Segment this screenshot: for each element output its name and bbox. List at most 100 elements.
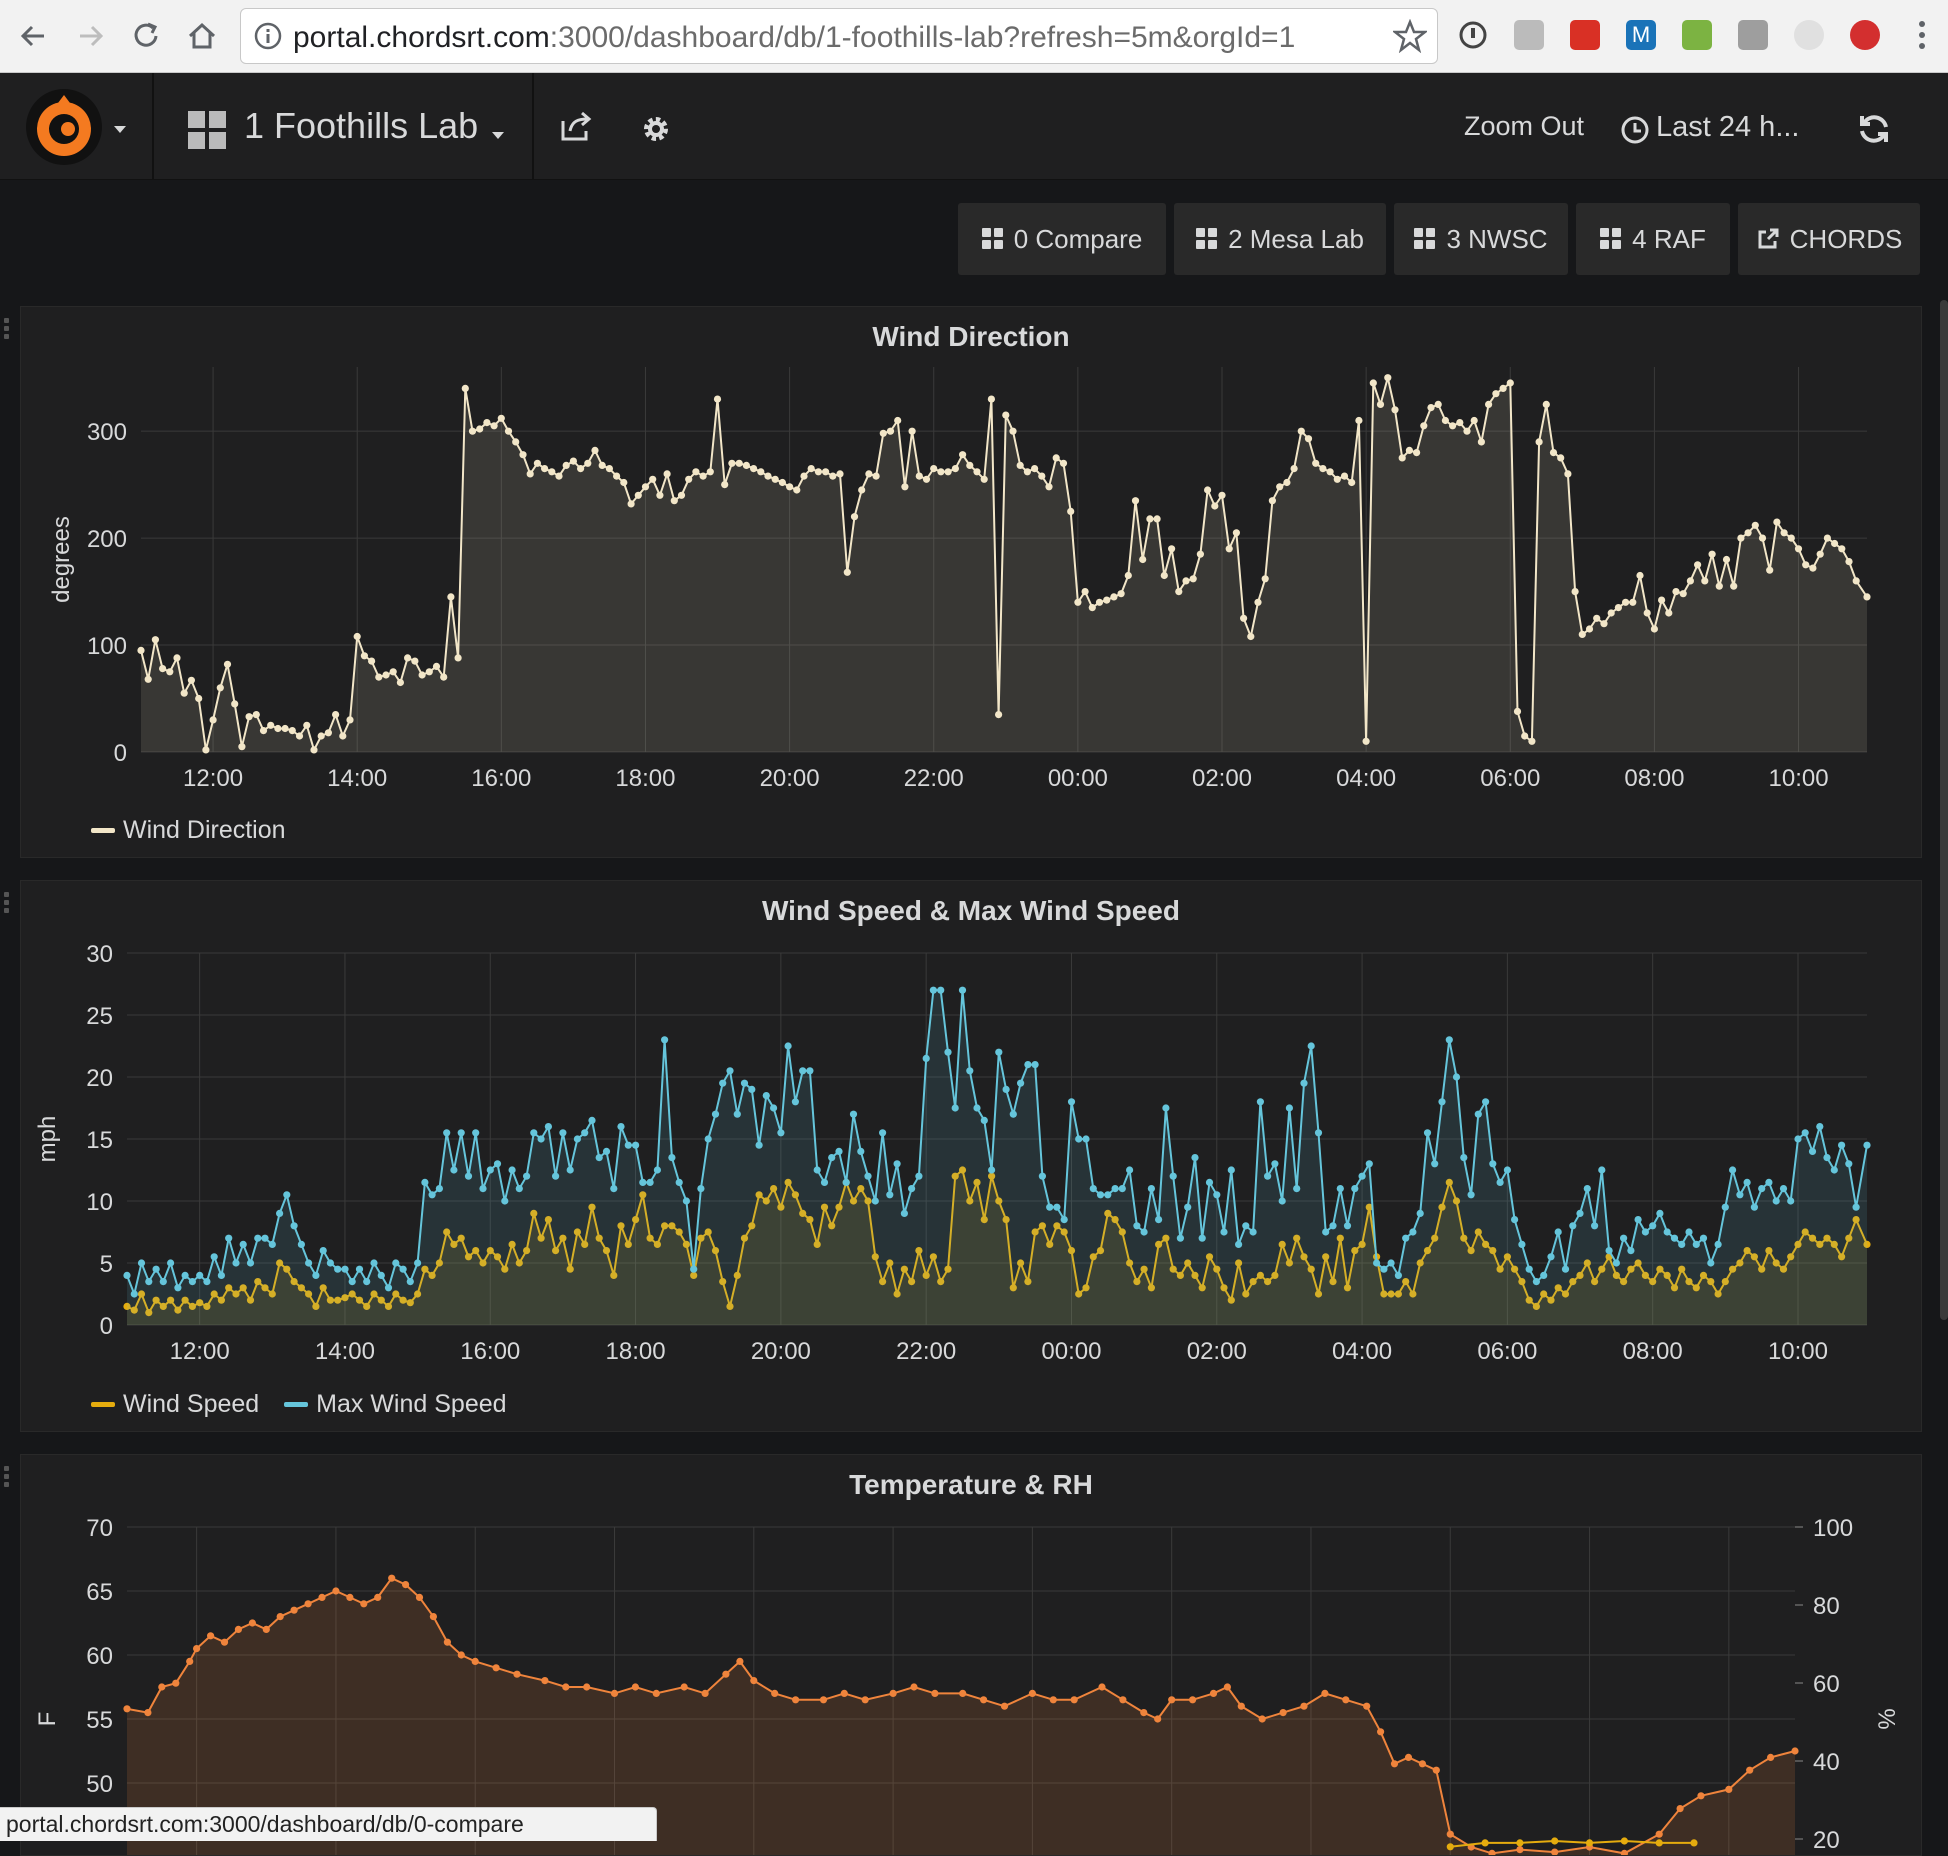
extension-circle-icon[interactable] — [1794, 20, 1824, 50]
refresh-icon[interactable] — [1856, 111, 1892, 147]
link-chords[interactable]: CHORDS — [1738, 203, 1920, 275]
data-point — [1256, 1271, 1264, 1279]
data-point — [1024, 1061, 1032, 1069]
data-point — [583, 1683, 591, 1691]
data-point — [1692, 1240, 1700, 1248]
reload-button[interactable] — [124, 14, 168, 58]
link-2-mesa-lab[interactable]: 2 Mesa Lab — [1174, 203, 1386, 275]
legend-item-max-wind-speed[interactable]: Max Wind Speed — [284, 1390, 507, 1419]
data-point — [653, 1240, 662, 1248]
gmail-icon[interactable] — [1570, 20, 1600, 50]
data-point — [295, 732, 304, 740]
legend-label: Max Wind Speed — [316, 1390, 507, 1418]
data-point — [533, 459, 542, 467]
data-point — [1787, 1253, 1795, 1261]
data-point — [966, 1197, 974, 1205]
data-point — [341, 1265, 349, 1273]
link-4-raf[interactable]: 4 RAF — [1576, 203, 1730, 275]
data-point — [1088, 604, 1096, 612]
data-point — [1089, 1253, 1097, 1261]
time-range-picker[interactable]: Last 24 h... — [1656, 111, 1800, 143]
data-point — [1499, 384, 1507, 392]
extension-info-icon[interactable] — [1458, 20, 1488, 50]
data-point — [1427, 404, 1435, 412]
page-scrollbar[interactable] — [1940, 300, 1948, 1320]
home-button[interactable] — [180, 14, 224, 58]
data-point — [415, 1593, 424, 1601]
link-label: 4 RAF — [1632, 223, 1706, 254]
data-point — [1583, 1259, 1591, 1267]
data-point — [922, 1054, 930, 1062]
temperature-rh-chart[interactable]: 50 55 60 65 70 20 40 60 80 100 F% — [21, 1455, 1921, 1855]
link-0-compare[interactable]: 0 Compare — [958, 203, 1166, 275]
data-point — [1474, 1228, 1482, 1236]
data-point — [317, 732, 325, 740]
m-extension-icon[interactable]: M — [1626, 20, 1656, 50]
data-point — [1787, 534, 1795, 542]
panel-title[interactable]: Wind Direction — [872, 321, 1070, 352]
address-bar[interactable]: portal.chordsrt.com:3000/dashboard/db/1-… — [240, 8, 1438, 64]
browser-menu-icon[interactable] — [1912, 16, 1932, 56]
forward-button[interactable] — [68, 14, 112, 58]
data-point — [1060, 1228, 1068, 1236]
panel-title[interactable]: Wind Speed & Max Wind Speed — [762, 895, 1180, 926]
back-button[interactable] — [12, 14, 56, 58]
data-point — [1852, 577, 1860, 585]
data-point — [697, 1234, 705, 1242]
data-point — [180, 689, 188, 697]
data-point — [742, 461, 751, 469]
data-point — [1184, 1203, 1192, 1211]
data-point — [1663, 1228, 1671, 1236]
link-3-nwsc[interactable]: 3 NWSC — [1394, 203, 1568, 275]
data-point — [1801, 1129, 1809, 1137]
data-point — [1831, 539, 1839, 548]
data-point — [697, 1185, 705, 1193]
zoom-out-button[interactable]: Zoom Out — [1464, 111, 1585, 141]
data-point — [552, 1247, 560, 1255]
dashboard-title[interactable]: 1 Foothills Lab — [244, 105, 478, 147]
data-point — [145, 1278, 153, 1286]
data-point — [915, 1247, 923, 1255]
data-point — [173, 654, 181, 662]
data-point — [900, 1209, 909, 1217]
data-point — [668, 1222, 676, 1230]
data-point — [261, 1234, 269, 1242]
data-point — [216, 684, 224, 692]
data-point — [966, 461, 974, 469]
data-point — [254, 1278, 262, 1286]
wind-speed-chart[interactable]: 0 5 10 15 20 25 30 12:00 14:00 16:00 18:00 20:00 22:… — [21, 881, 1921, 1431]
panel-drag-handle[interactable] — [4, 1466, 10, 1496]
extension-photo-icon[interactable] — [1738, 20, 1768, 50]
data-point — [370, 1290, 378, 1298]
data-point — [1729, 1166, 1737, 1174]
share-icon[interactable] — [558, 109, 594, 145]
legend-item-wind-speed[interactable]: Wind Speed — [91, 1390, 259, 1419]
data-point — [682, 1197, 691, 1205]
title-caret-down-icon[interactable] — [490, 129, 506, 141]
data-point — [799, 1067, 807, 1075]
logo-caret-down-icon[interactable] — [112, 123, 128, 135]
wind-direction-chart[interactable]: 0 100 200 300 12:00 14:00 16:00 18:00 20:00 22:00… — [21, 307, 1921, 857]
legend-item-wind-direction[interactable]: Wind Direction — [91, 816, 286, 845]
data-point — [1707, 1278, 1715, 1286]
data-point — [871, 1253, 879, 1261]
data-point — [428, 1271, 436, 1279]
extension-gray-icon[interactable] — [1514, 20, 1544, 50]
data-point — [406, 1278, 414, 1286]
panel-title[interactable]: Temperature & RH — [849, 1469, 1093, 1500]
data-point — [245, 713, 253, 721]
data-point — [569, 457, 578, 465]
data-point — [995, 711, 1003, 719]
panel-drag-handle[interactable] — [4, 318, 10, 348]
data-point — [931, 1689, 939, 1697]
clock-icon — [1621, 116, 1649, 144]
panel-drag-handle[interactable] — [4, 892, 10, 922]
adblock-icon[interactable] — [1850, 20, 1880, 50]
data-point — [1009, 1284, 1017, 1292]
grafana-logo-button[interactable] — [24, 87, 104, 167]
x-tick-label: 16:00 — [471, 765, 531, 792]
sheets-extension-icon[interactable] — [1682, 20, 1712, 50]
data-point — [770, 1185, 778, 1193]
settings-gear-icon[interactable] — [638, 111, 674, 147]
data-point — [1002, 1216, 1010, 1224]
